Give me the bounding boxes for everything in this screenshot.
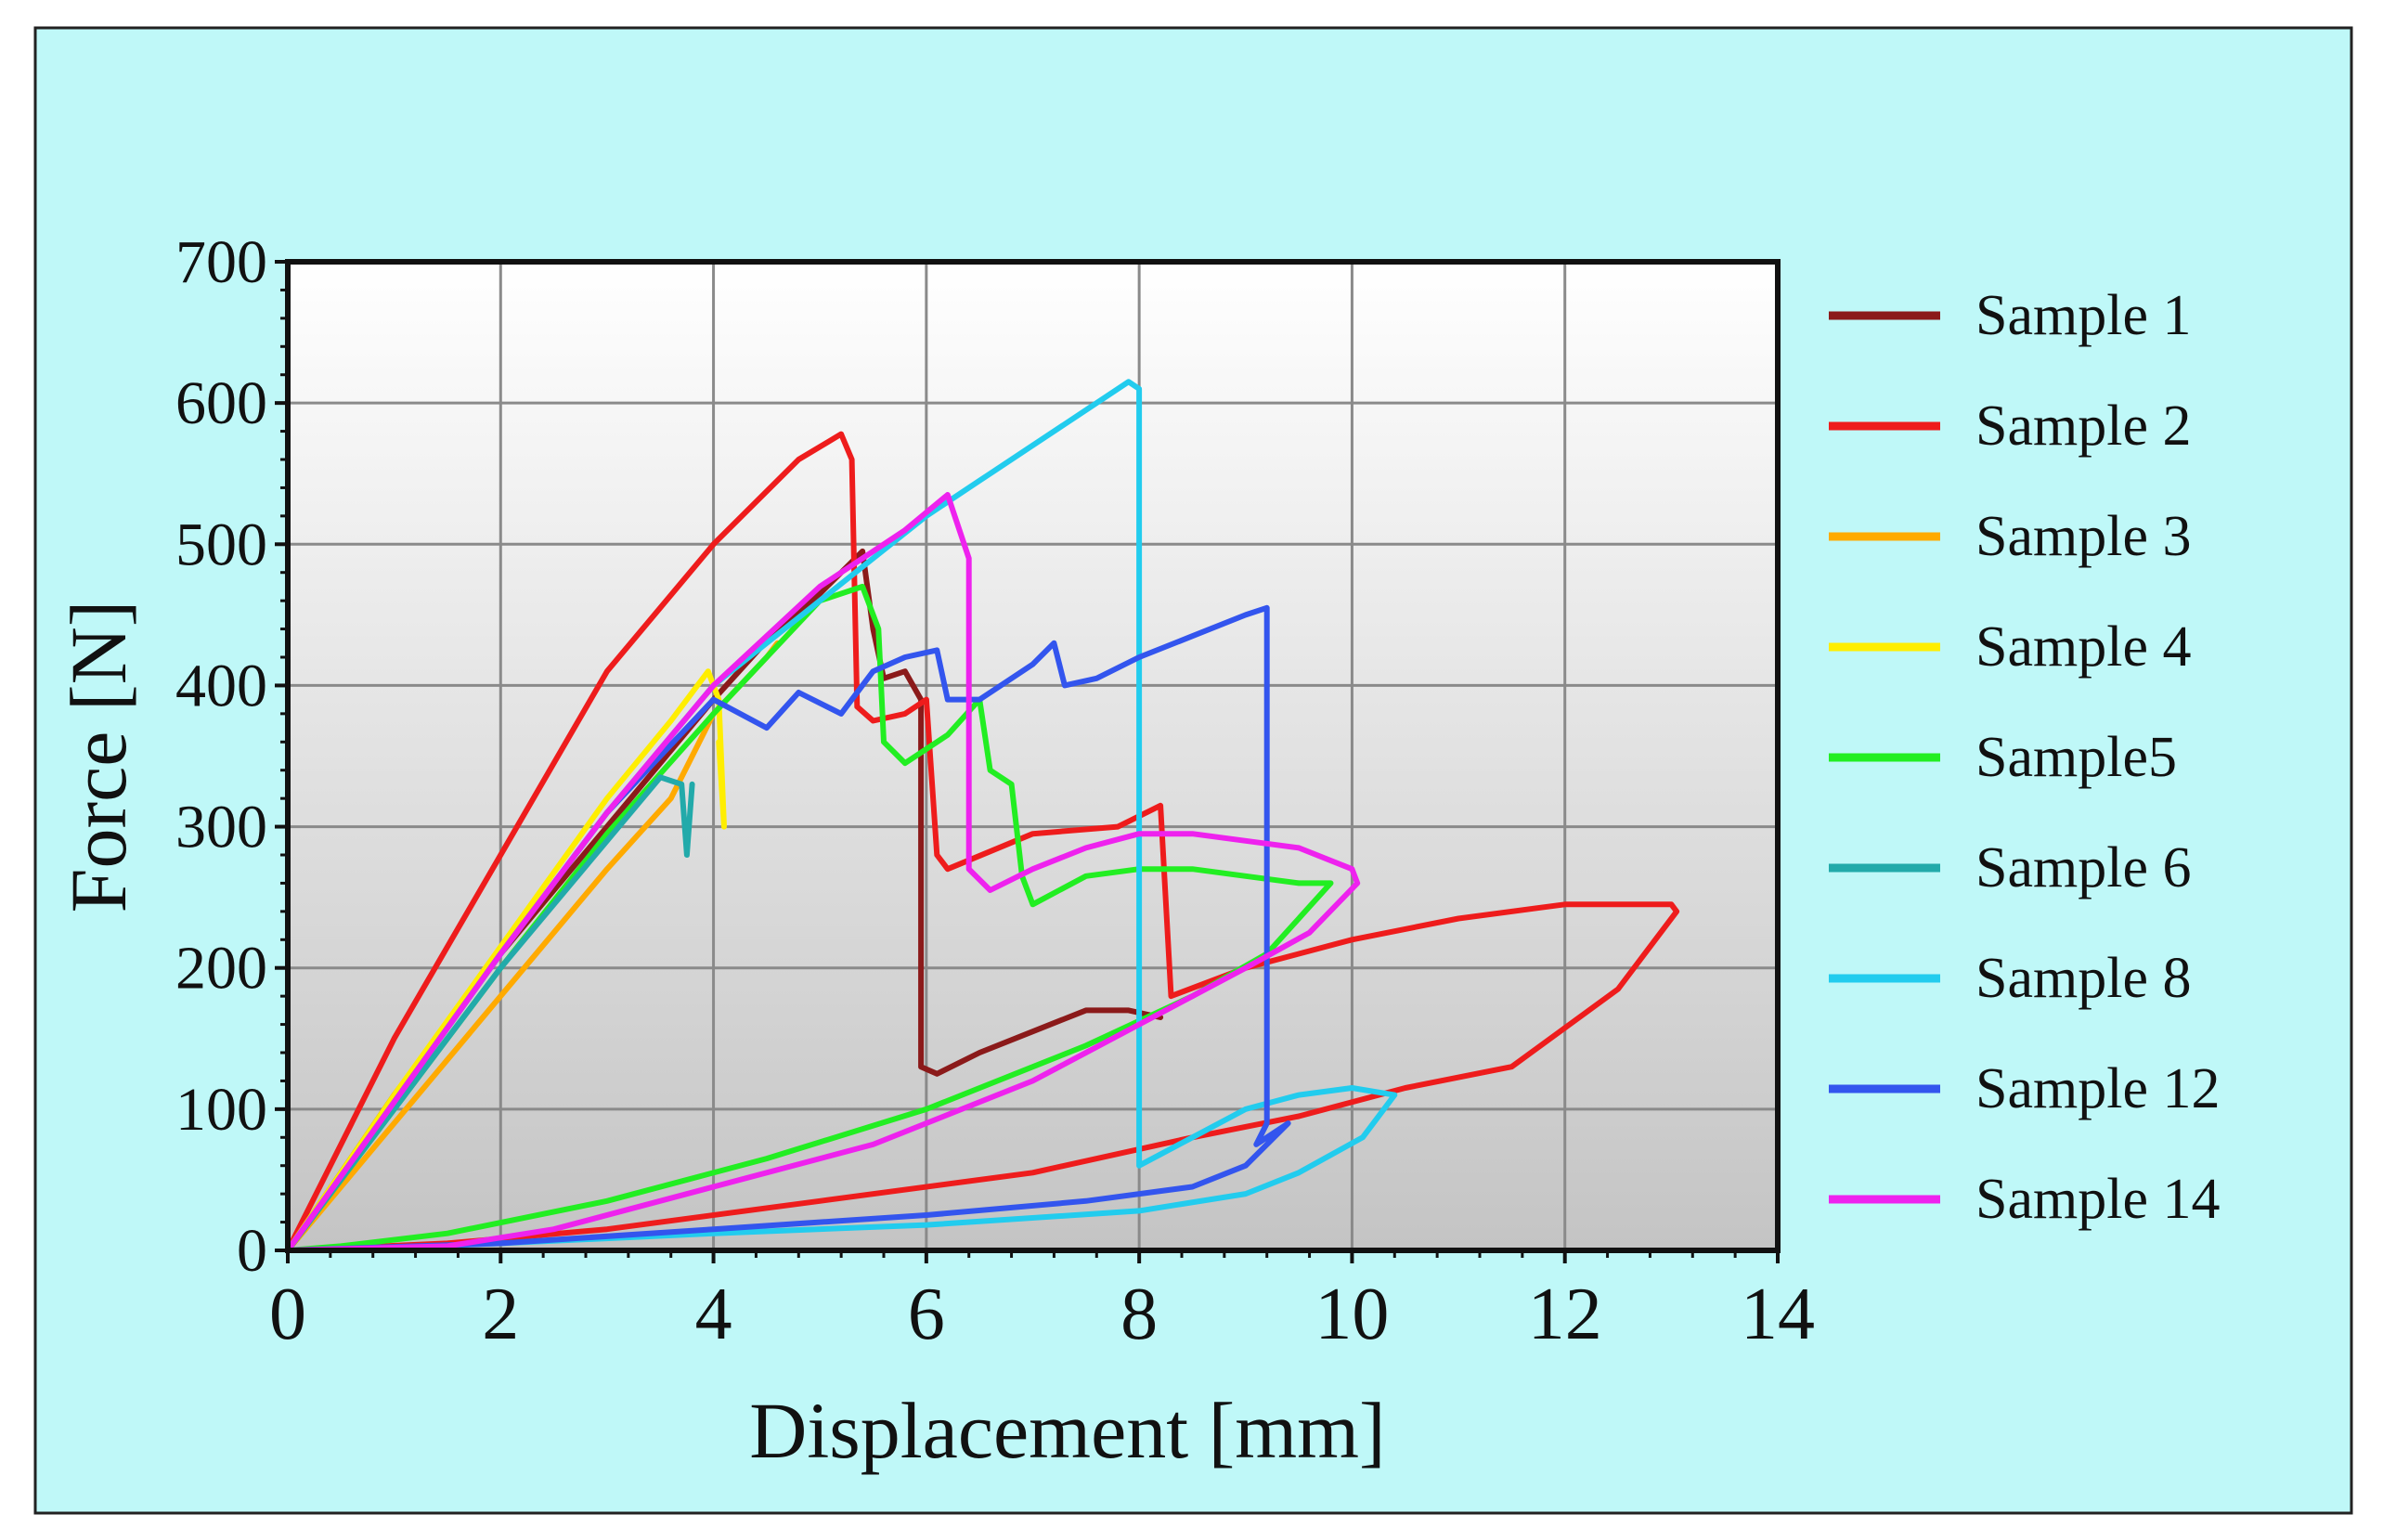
legend-label-2: Sample 2 bbox=[1975, 395, 2191, 458]
y-tick-label: 0 bbox=[237, 1217, 267, 1285]
x-tick-label: 0 bbox=[269, 1274, 306, 1355]
y-tick-label: 700 bbox=[175, 228, 267, 296]
series-line-1 bbox=[285, 548, 1164, 1253]
legend-label-6: Sample 6 bbox=[1975, 836, 2191, 899]
legend-label-9: Sample 14 bbox=[1975, 1168, 2220, 1231]
legend-label-1: Sample 1 bbox=[1975, 284, 2191, 347]
legend-label-3: Sample 3 bbox=[1975, 505, 2191, 568]
legend-label-7: Sample 8 bbox=[1975, 947, 2191, 1010]
x-tick-label: 14 bbox=[1741, 1274, 1815, 1355]
series-line-4 bbox=[285, 668, 727, 1253]
x-tick-label: 2 bbox=[482, 1274, 519, 1355]
plot-border bbox=[285, 259, 1781, 1253]
y-tick-label: 100 bbox=[175, 1076, 267, 1144]
legend-label-8: Sample 12 bbox=[1975, 1057, 2220, 1120]
x-tick-label: 4 bbox=[695, 1274, 732, 1355]
x-tick-label: 8 bbox=[1120, 1274, 1158, 1355]
y-tick-label: 600 bbox=[175, 369, 267, 437]
series-group bbox=[285, 379, 1680, 1253]
series-line-8 bbox=[285, 604, 1291, 1253]
legend: Sample 1 Sample 2 Sample 3 Sample 4 Sample5 S… bbox=[1829, 284, 2220, 1231]
series-line-6 bbox=[285, 774, 695, 1253]
y-tick-label: 400 bbox=[175, 652, 267, 719]
x-axis-title: Displacement [mm] bbox=[749, 1386, 1385, 1475]
x-tick-label: 6 bbox=[908, 1274, 945, 1355]
x-tick-label: 12 bbox=[1528, 1274, 1602, 1355]
axes bbox=[275, 259, 1781, 1263]
y-tick-label: 300 bbox=[175, 794, 267, 861]
legend-label-5: Sample5 bbox=[1975, 726, 2177, 789]
plot-area bbox=[288, 262, 1778, 1250]
series-line-2 bbox=[285, 431, 1680, 1253]
series-line-7 bbox=[285, 379, 1398, 1253]
legend-label-4: Sample 4 bbox=[1975, 615, 2191, 679]
y-tick-label: 200 bbox=[175, 935, 267, 1003]
series-line-9 bbox=[285, 492, 1361, 1253]
tick-labels: 0 100 200 300 400 500 600 700 0 2 4 6 8 10 12 14 bbox=[175, 228, 1815, 1355]
y-axis-title: Force [N] bbox=[54, 601, 143, 913]
x-tick-label: 10 bbox=[1315, 1274, 1389, 1355]
y-tick-label: 500 bbox=[175, 511, 267, 578]
